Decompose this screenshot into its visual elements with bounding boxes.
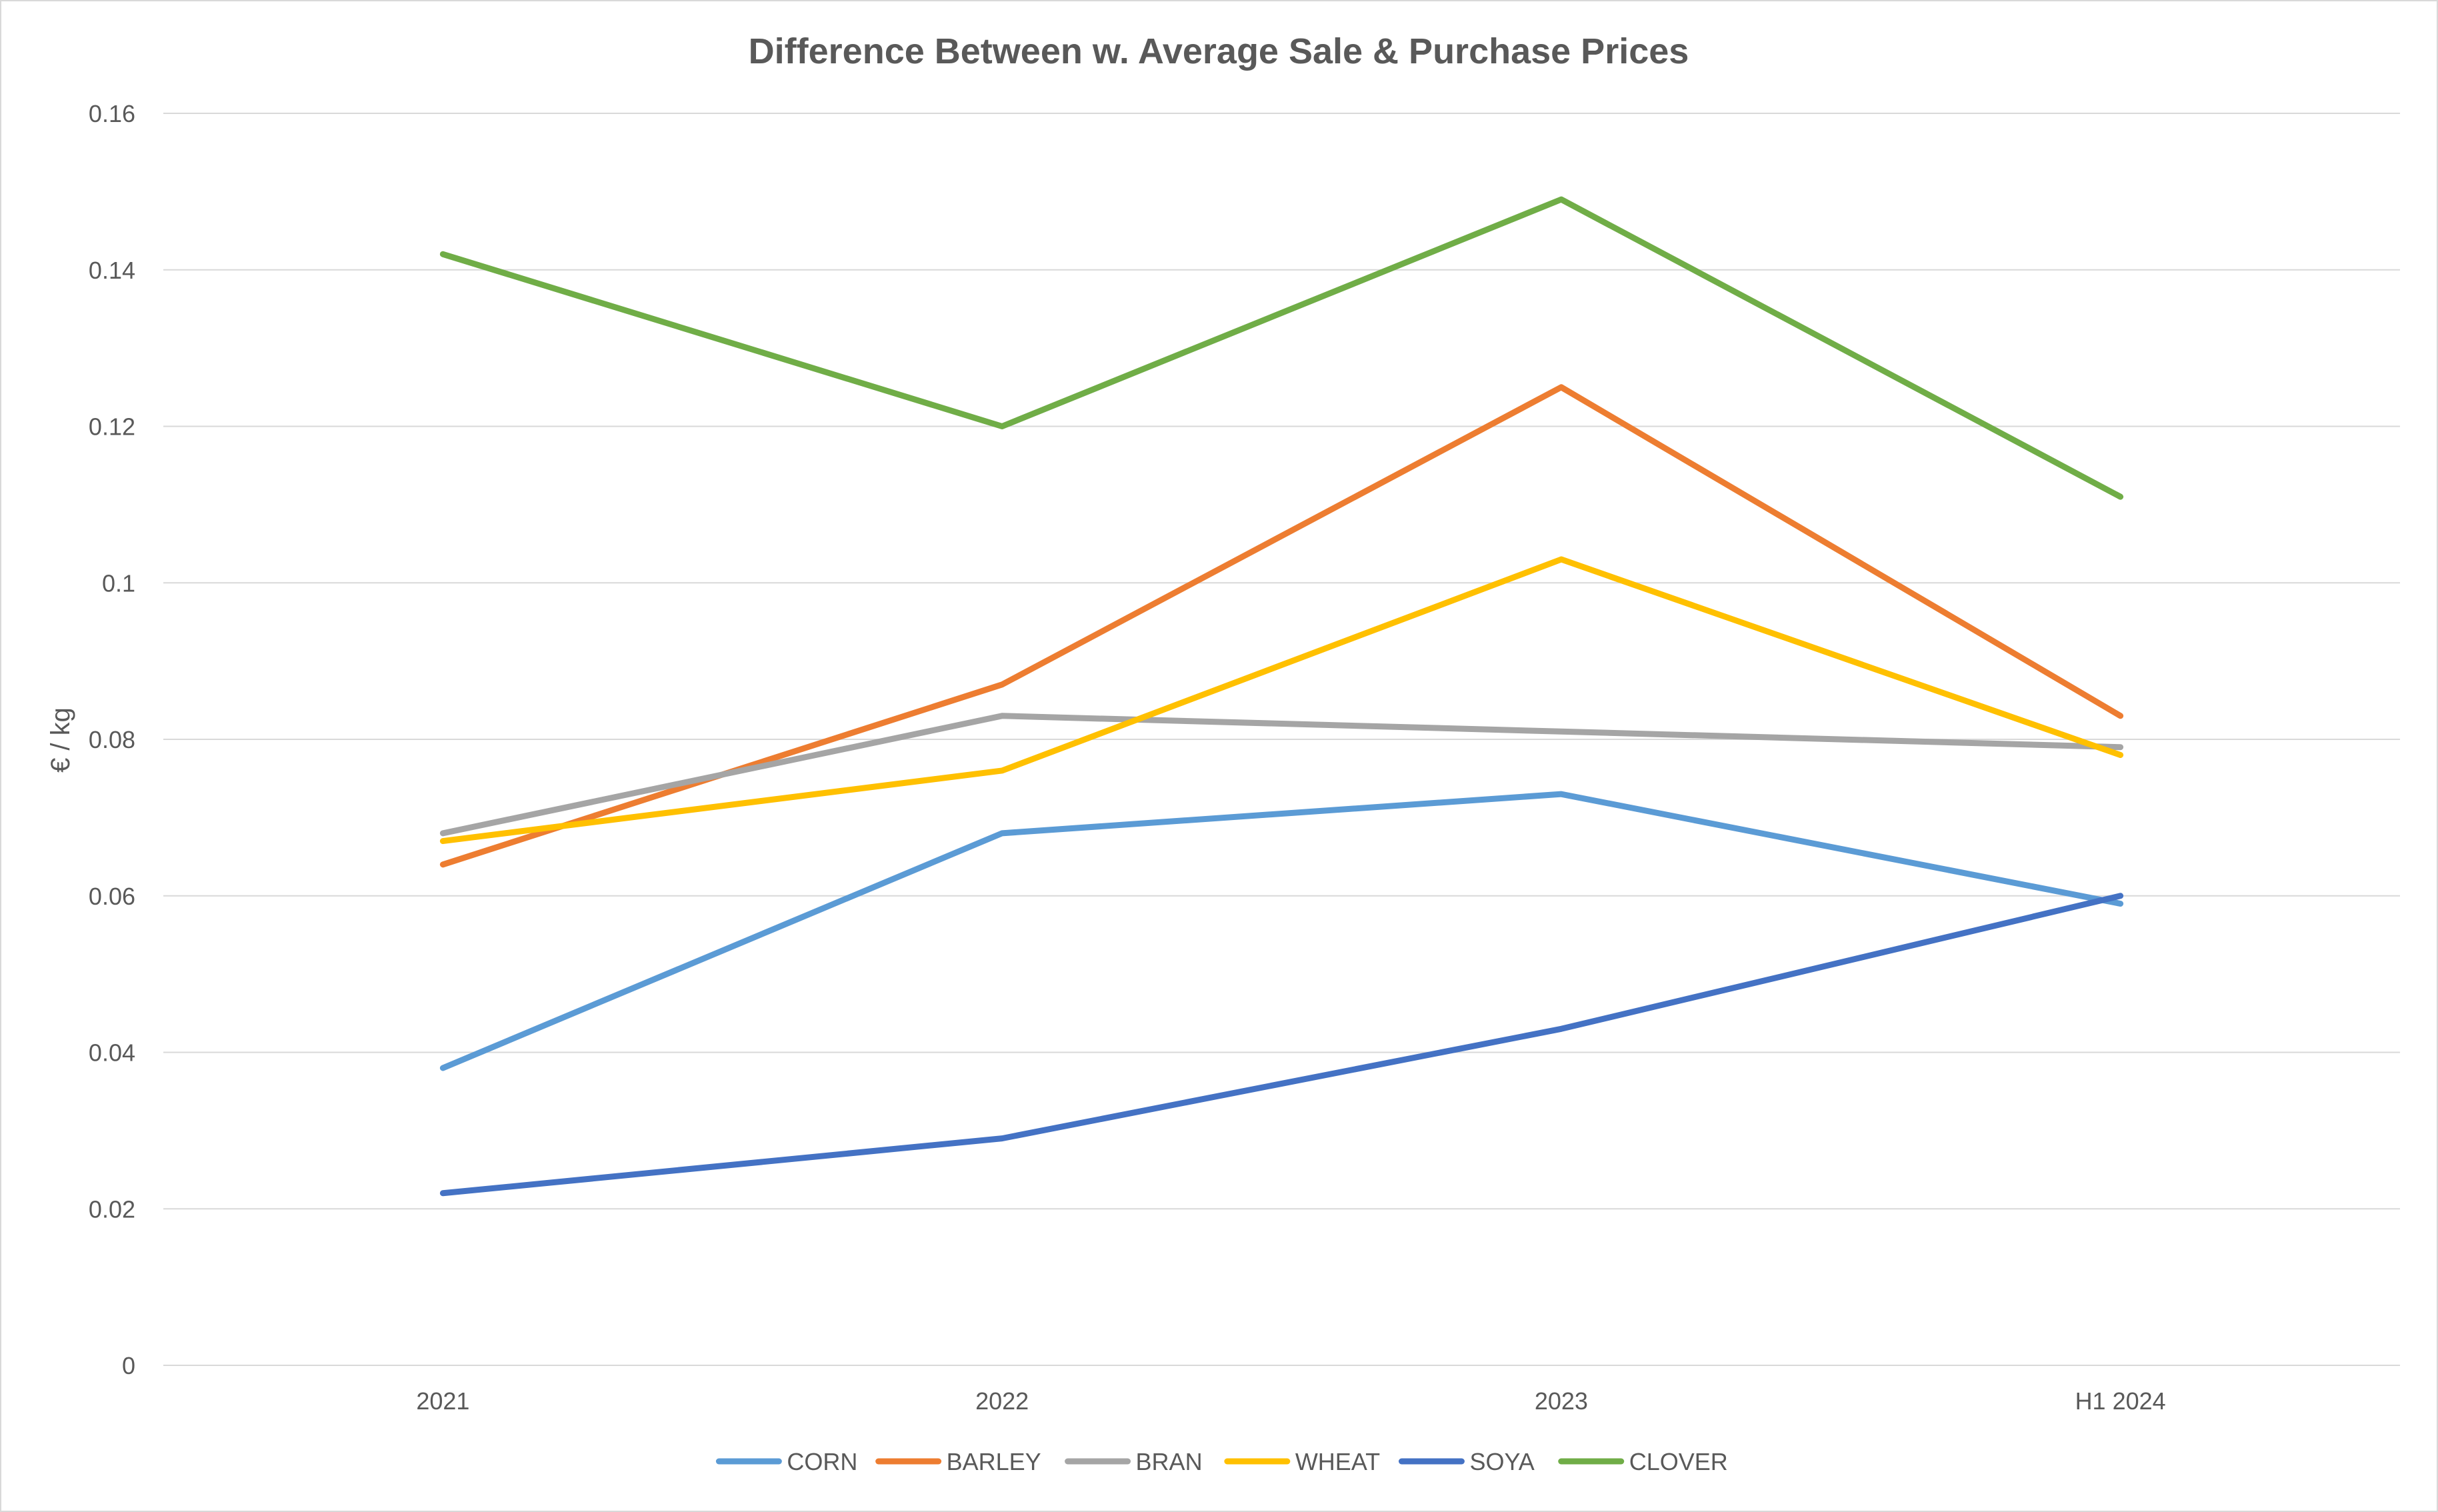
y-tick-label: 0.04 <box>89 1039 135 1067</box>
series-line-soya <box>439 893 2124 1197</box>
x-axis-ticks: 2021 2022 2023 H1 2024 <box>416 1387 2165 1415</box>
y-tick-label: 0.16 <box>89 100 135 127</box>
legend-label-bran: BRAN <box>1136 1448 1203 1475</box>
x-tick-label: H1 2024 <box>2075 1387 2166 1415</box>
chart-title: Difference Between w. Average Sale & Pur… <box>749 31 1689 71</box>
y-tick-label: 0.02 <box>89 1195 135 1223</box>
x-tick-label: 2021 <box>416 1387 469 1415</box>
series-line-corn <box>439 791 2124 1071</box>
legend-label-wheat: WHEAT <box>1295 1448 1380 1475</box>
legend-label-corn: CORN <box>787 1448 857 1475</box>
series-lines <box>439 196 2124 1197</box>
x-tick-label: 2023 <box>1535 1387 1588 1415</box>
y-tick-label: 0.1 <box>102 569 135 597</box>
legend: CORN BARLEY BRAN WHEAT SOYA CLOVER <box>715 1448 1728 1475</box>
y-tick-label: 0.12 <box>89 413 135 441</box>
y-tick-label: 0.14 <box>89 257 135 284</box>
y-axis-label: € / kg <box>46 707 75 773</box>
series-line-wheat <box>439 556 2124 845</box>
legend-label-barley: BARLEY <box>947 1448 1041 1475</box>
series-line-clover <box>439 196 2124 500</box>
gridlines <box>163 113 2400 1366</box>
series-line-bran <box>439 713 2124 837</box>
y-tick-label: 0 <box>122 1352 135 1379</box>
y-tick-label: 0.06 <box>89 883 135 910</box>
y-tick-label: 0.08 <box>89 726 135 753</box>
y-axis-ticks: 0 0.02 0.04 0.06 0.08 0.1 0.12 0.14 0.16 <box>89 100 135 1379</box>
legend-label-soya: SOYA <box>1469 1448 1534 1475</box>
x-tick-label: 2022 <box>975 1387 1029 1415</box>
legend-label-clover: CLOVER <box>1629 1448 1728 1475</box>
